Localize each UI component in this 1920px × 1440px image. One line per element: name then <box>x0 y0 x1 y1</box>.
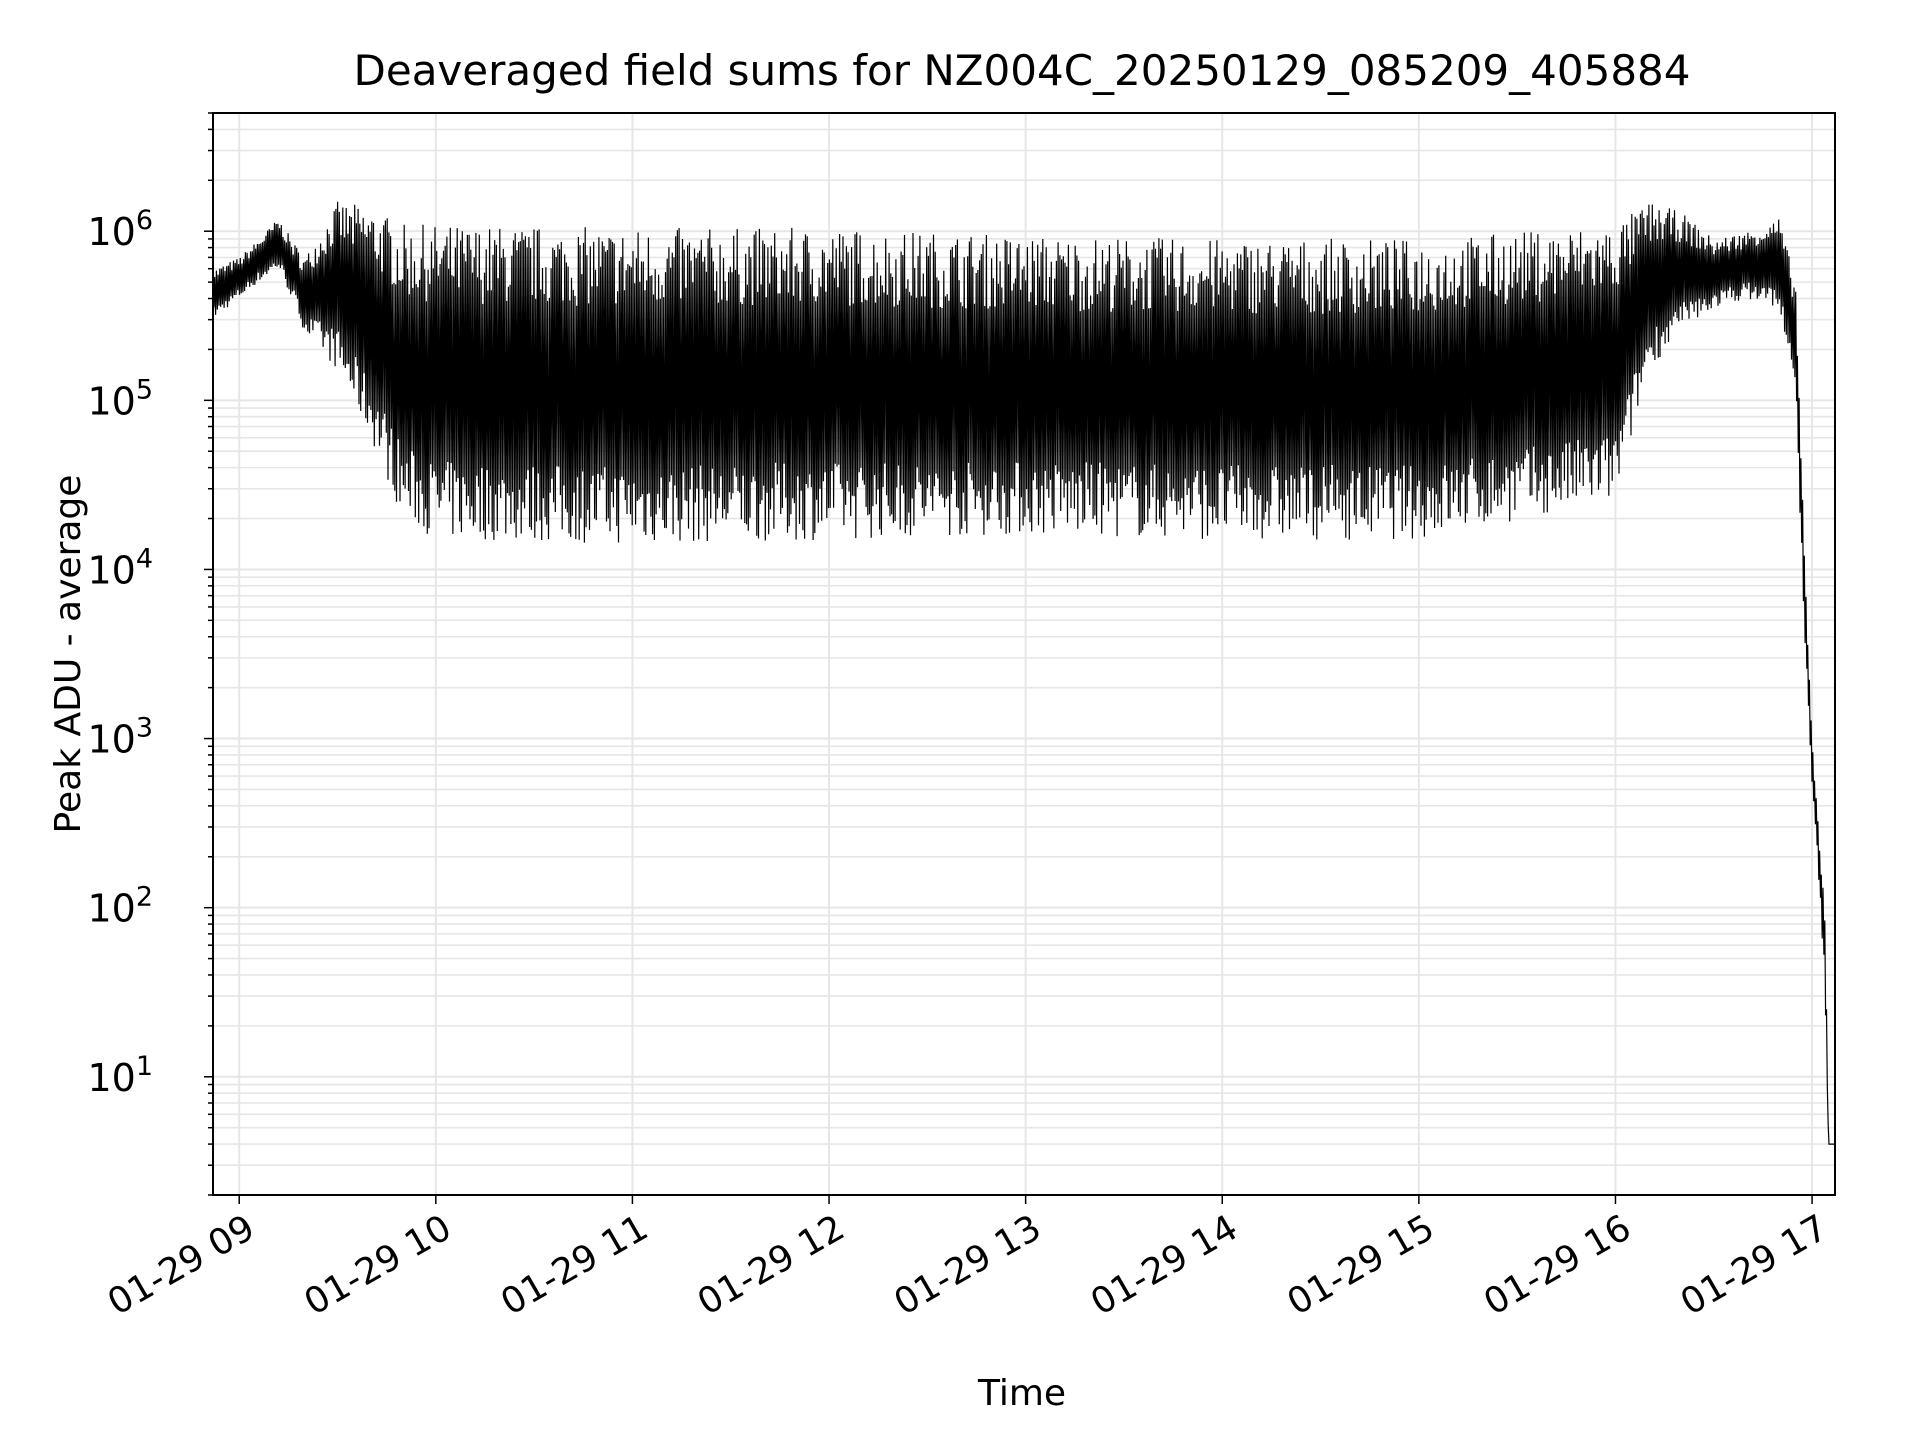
y-tick-label: 102 <box>87 882 153 931</box>
x-tick-label: 01-29 11 <box>494 1207 655 1323</box>
y-tick-base: 10 <box>87 887 135 931</box>
y-tick-label: 101 <box>87 1051 153 1100</box>
y-tick-base: 10 <box>87 548 135 592</box>
y-tick-base: 10 <box>87 1056 135 1100</box>
x-tick-label: 01-29 13 <box>887 1207 1048 1323</box>
chart-title: Deaveraged field sums for NZ004C_2025012… <box>354 46 1691 95</box>
y-tick-exponent: 2 <box>136 882 153 913</box>
y-tick-base: 10 <box>87 718 135 762</box>
y-axis-label: Peak ADU - average <box>48 475 89 834</box>
y-tick-exponent: 6 <box>136 205 153 236</box>
y-tick-label: 105 <box>87 374 153 423</box>
x-tick-label: 01-29 12 <box>691 1207 852 1323</box>
y-tick-exponent: 5 <box>136 374 153 405</box>
axis-ticks <box>204 112 1813 1204</box>
y-tick-base: 10 <box>87 210 135 254</box>
x-tick-label: 01-29 17 <box>1674 1207 1835 1323</box>
x-tick-label: 01-29 09 <box>101 1207 262 1323</box>
y-tick-label: 106 <box>87 205 153 254</box>
x-tick-label: 01-29 14 <box>1084 1207 1245 1323</box>
y-tick-exponent: 1 <box>136 1051 153 1082</box>
y-tick-label: 104 <box>87 543 153 592</box>
x-tick-label: 01-29 10 <box>298 1207 459 1323</box>
y-tick-exponent: 3 <box>136 713 153 744</box>
x-axis-label: Time <box>977 1373 1066 1414</box>
x-tick-label: 01-29 16 <box>1477 1207 1638 1323</box>
y-tick-base: 10 <box>87 379 135 423</box>
x-tick-label: 01-29 15 <box>1281 1207 1442 1323</box>
x-tick-labels: 01-29 09 01-29 10 01-29 11 01-29 12 01-29 13… <box>101 1207 1835 1323</box>
data-series-line <box>212 201 1835 1145</box>
plot-frame <box>212 112 1836 1196</box>
y-tick-label: 103 <box>87 713 153 762</box>
y-tick-exponent: 4 <box>136 543 153 574</box>
data-line <box>212 201 1835 1145</box>
